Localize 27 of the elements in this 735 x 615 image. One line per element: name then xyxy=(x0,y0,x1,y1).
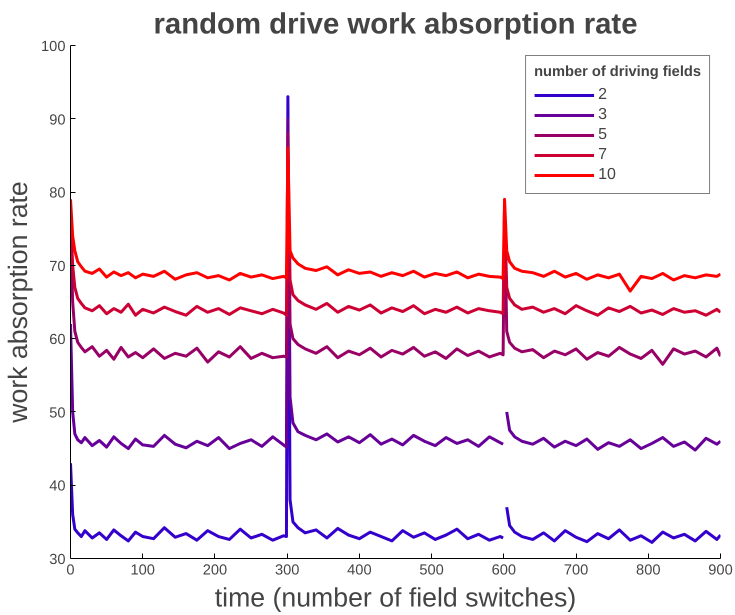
x-tick-label: 0 xyxy=(66,562,75,578)
x-tick-label: 600 xyxy=(492,562,516,578)
legend-label: 7 xyxy=(598,146,608,164)
x-tick-label: 300 xyxy=(274,562,300,578)
y-tick-label: 80 xyxy=(49,186,66,202)
x-tick-label: 900 xyxy=(708,562,733,578)
x-tick-label: 500 xyxy=(419,562,444,578)
x-tick-label: 200 xyxy=(202,562,228,578)
y-tick-label: 60 xyxy=(49,332,66,348)
legend-label: 2 xyxy=(598,86,608,104)
y-axis-title: work absorption rate xyxy=(3,181,34,424)
legend-label: 10 xyxy=(598,166,617,184)
y-tick-label: 70 xyxy=(49,258,66,275)
chart-title: random drive work absorption rate xyxy=(153,8,638,40)
x-tick-label: 700 xyxy=(564,562,588,578)
x-tick-label: 800 xyxy=(636,562,661,578)
y-tick-label: 90 xyxy=(49,112,66,128)
y-tick-label: 30 xyxy=(49,552,66,568)
y-tick-label: 40 xyxy=(49,478,66,495)
x-tick-label: 100 xyxy=(130,562,155,578)
legend-title: number of driving fields xyxy=(534,64,701,80)
legend-label: 3 xyxy=(598,106,608,124)
x-tick-label: 400 xyxy=(347,562,372,578)
y-tick-label: 50 xyxy=(49,405,66,422)
x-axis-title: time (number of field switches) xyxy=(214,582,576,612)
y-tick-label: 100 xyxy=(41,39,66,55)
legend-label: 5 xyxy=(598,126,608,144)
